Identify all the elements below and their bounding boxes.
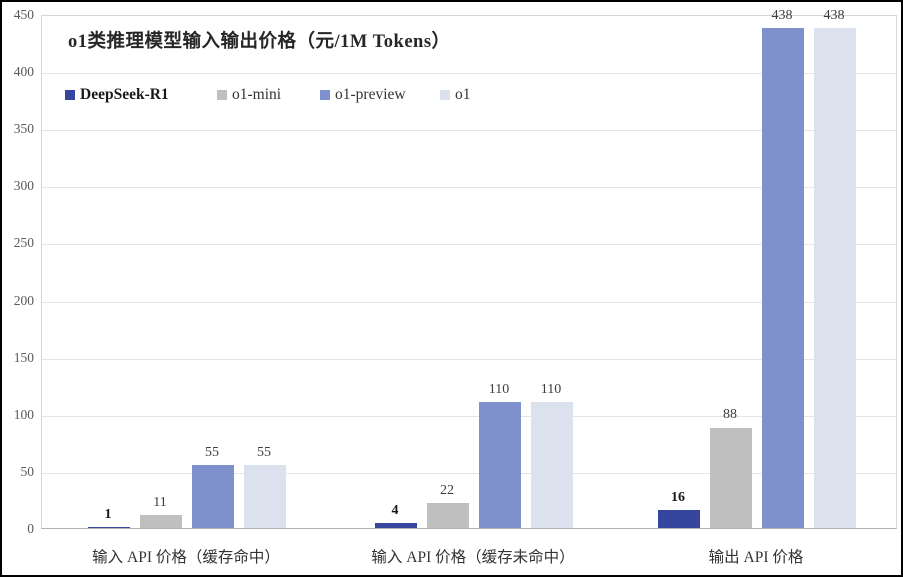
legend-label: o1-preview [335, 86, 406, 103]
bar-value-label: 438 [823, 7, 845, 23]
gridline [42, 73, 896, 75]
y-tick-label: 50 [20, 463, 35, 479]
bar-value-label: 55 [257, 445, 271, 461]
bar-value-label: 110 [488, 382, 510, 398]
bar-o1-mini-cat1 [140, 515, 182, 528]
legend-item-DeepSeek-R1: DeepSeek-R1 [65, 86, 169, 104]
legend-item-o1-preview: o1-preview [320, 86, 406, 104]
legend-label: DeepSeek-R1 [80, 86, 169, 103]
bar-o1-preview-cat1 [192, 465, 234, 528]
gridline [42, 472, 896, 474]
bar-DeepSeek-R1-cat1 [88, 526, 130, 528]
category-label-3: 输出 API 价格 [708, 549, 804, 566]
gridline [42, 244, 896, 246]
gridline [42, 415, 896, 417]
bar-o1-cat3 [814, 27, 856, 528]
bar-o1-preview-cat3 [762, 27, 804, 528]
legend-marker-icon [65, 90, 75, 100]
y-tick-label: 150 [13, 349, 34, 365]
bar-o1-preview-cat2 [479, 402, 521, 528]
legend-marker-icon [440, 90, 450, 100]
legend-label: o1-mini [232, 86, 282, 103]
category-label-1: 输入 API 价格（缓存命中） [92, 549, 280, 566]
legend-item-o1-mini: o1-mini [217, 86, 281, 104]
legend-marker-icon [217, 90, 227, 100]
bar-value-label: 438 [771, 7, 793, 23]
category-label-2: 输入 API 价格（缓存未命中） [371, 549, 575, 566]
y-tick-label: 300 [13, 178, 34, 194]
y-tick-label: 250 [13, 235, 34, 251]
y-tick-label: 400 [13, 64, 34, 80]
bar-o1-cat2 [531, 402, 573, 528]
bar-value-label: 11 [153, 495, 167, 511]
legend-marker-icon [320, 90, 330, 100]
bar-value-label: 110 [540, 382, 562, 398]
gridline [42, 301, 896, 303]
y-tick-label: 0 [27, 521, 34, 536]
bar-o1-mini-cat3 [710, 427, 752, 528]
bar-value-label: 16 [671, 489, 685, 505]
gridline [42, 358, 896, 360]
bar-DeepSeek-R1-cat3 [658, 509, 700, 528]
plot-area [41, 15, 897, 529]
bar-value-label: 22 [440, 482, 454, 498]
legend-label: o1 [455, 86, 471, 103]
bar-value-label: 4 [391, 503, 399, 519]
bar-DeepSeek-R1-cat2 [375, 523, 417, 528]
bar-o1-mini-cat2 [427, 502, 469, 528]
bar-value-label: 1 [104, 506, 112, 522]
legend-item-o1: o1 [440, 86, 471, 104]
y-tick-label: 200 [13, 292, 34, 308]
gridline [42, 130, 896, 132]
bar-value-label: 55 [205, 445, 219, 461]
gridline [42, 187, 896, 189]
bar-o1-cat1 [244, 465, 286, 528]
y-tick-label: 350 [13, 121, 34, 137]
y-tick-label: 100 [13, 406, 34, 422]
chart-title: o1类推理模型输入输出价格（元/1M Tokens） [68, 32, 451, 52]
y-tick-label: 450 [13, 7, 34, 22]
bar-value-label: 88 [723, 407, 737, 423]
